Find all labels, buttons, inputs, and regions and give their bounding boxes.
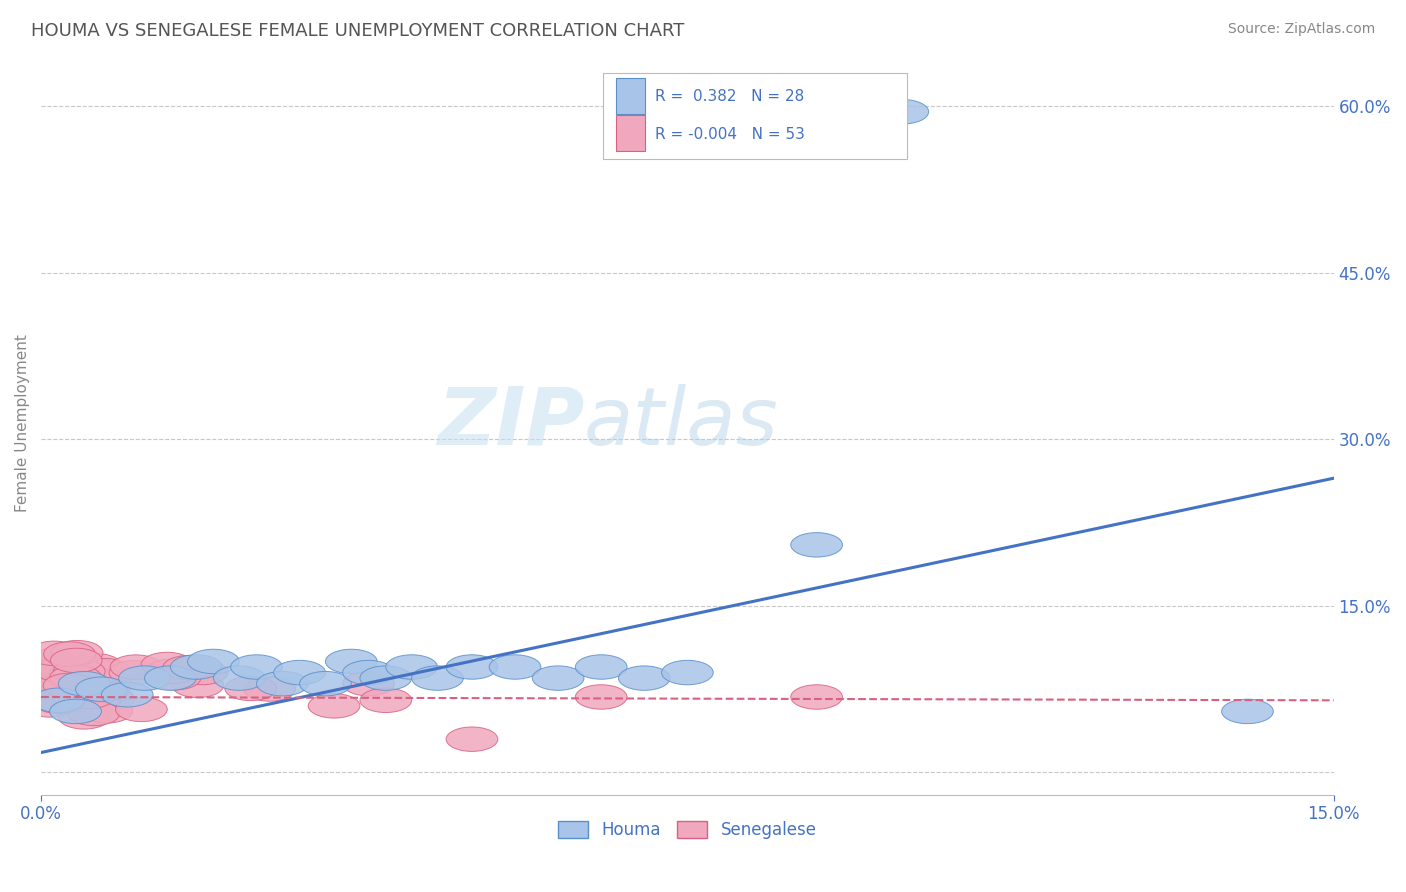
Ellipse shape xyxy=(79,677,129,701)
Ellipse shape xyxy=(80,670,131,694)
Ellipse shape xyxy=(67,701,120,726)
Ellipse shape xyxy=(49,699,101,723)
Bar xyxy=(616,115,645,151)
Ellipse shape xyxy=(24,693,76,717)
Ellipse shape xyxy=(343,672,395,696)
Ellipse shape xyxy=(575,655,627,679)
Ellipse shape xyxy=(187,649,239,673)
Ellipse shape xyxy=(274,660,325,685)
Ellipse shape xyxy=(32,688,84,713)
Ellipse shape xyxy=(533,666,583,690)
Ellipse shape xyxy=(83,686,135,711)
Ellipse shape xyxy=(214,666,266,690)
Ellipse shape xyxy=(790,533,842,558)
Ellipse shape xyxy=(343,660,395,685)
Ellipse shape xyxy=(385,655,437,679)
Bar xyxy=(616,78,645,114)
Ellipse shape xyxy=(141,652,193,677)
Ellipse shape xyxy=(49,665,101,690)
Ellipse shape xyxy=(51,648,103,673)
Ellipse shape xyxy=(44,641,96,666)
Ellipse shape xyxy=(110,655,162,680)
Ellipse shape xyxy=(146,659,197,683)
Ellipse shape xyxy=(55,674,105,699)
Ellipse shape xyxy=(619,666,671,690)
Ellipse shape xyxy=(143,659,194,684)
Ellipse shape xyxy=(360,666,412,690)
Ellipse shape xyxy=(49,663,100,687)
Ellipse shape xyxy=(59,705,110,729)
Text: ZIP: ZIP xyxy=(437,384,583,462)
Ellipse shape xyxy=(110,660,160,685)
Ellipse shape xyxy=(299,672,352,696)
Ellipse shape xyxy=(163,656,215,680)
Ellipse shape xyxy=(149,665,201,690)
Ellipse shape xyxy=(72,677,124,702)
Ellipse shape xyxy=(79,658,129,682)
Ellipse shape xyxy=(575,685,627,709)
Ellipse shape xyxy=(489,655,541,679)
Ellipse shape xyxy=(70,654,122,678)
Ellipse shape xyxy=(82,698,132,723)
Ellipse shape xyxy=(35,657,86,681)
Ellipse shape xyxy=(34,676,84,701)
Ellipse shape xyxy=(52,681,104,706)
Ellipse shape xyxy=(231,655,283,679)
Ellipse shape xyxy=(21,677,73,701)
Text: R = -0.004   N = 53: R = -0.004 N = 53 xyxy=(655,127,806,142)
Ellipse shape xyxy=(176,660,228,685)
Ellipse shape xyxy=(48,684,100,708)
Ellipse shape xyxy=(24,661,76,685)
Ellipse shape xyxy=(325,649,377,673)
Y-axis label: Female Unemployment: Female Unemployment xyxy=(15,334,30,512)
Ellipse shape xyxy=(38,656,90,680)
Ellipse shape xyxy=(446,655,498,679)
Ellipse shape xyxy=(53,659,105,683)
Ellipse shape xyxy=(63,684,114,708)
Ellipse shape xyxy=(32,690,84,714)
Ellipse shape xyxy=(225,676,277,700)
Ellipse shape xyxy=(24,648,76,673)
Ellipse shape xyxy=(360,688,412,713)
Ellipse shape xyxy=(55,670,107,694)
Ellipse shape xyxy=(52,674,104,698)
FancyBboxPatch shape xyxy=(603,73,907,159)
Ellipse shape xyxy=(76,677,128,701)
Ellipse shape xyxy=(877,100,928,124)
Ellipse shape xyxy=(44,673,96,698)
Ellipse shape xyxy=(37,680,89,705)
Ellipse shape xyxy=(256,672,308,696)
Ellipse shape xyxy=(170,655,222,679)
Ellipse shape xyxy=(412,666,464,690)
Ellipse shape xyxy=(51,640,103,665)
Legend: Houma, Senegalese: Houma, Senegalese xyxy=(551,814,824,846)
Ellipse shape xyxy=(115,698,167,722)
Ellipse shape xyxy=(172,673,224,698)
Text: atlas: atlas xyxy=(583,384,779,462)
Text: Source: ZipAtlas.com: Source: ZipAtlas.com xyxy=(1227,22,1375,37)
Ellipse shape xyxy=(790,685,842,709)
Ellipse shape xyxy=(63,657,115,681)
Ellipse shape xyxy=(118,666,170,690)
Ellipse shape xyxy=(308,694,360,718)
Ellipse shape xyxy=(243,677,295,701)
Text: HOUMA VS SENEGALESE FEMALE UNEMPLOYMENT CORRELATION CHART: HOUMA VS SENEGALESE FEMALE UNEMPLOYMENT … xyxy=(31,22,685,40)
Text: R =  0.382   N = 28: R = 0.382 N = 28 xyxy=(655,89,804,104)
Ellipse shape xyxy=(28,641,80,665)
Ellipse shape xyxy=(44,644,96,669)
Ellipse shape xyxy=(145,666,197,690)
Ellipse shape xyxy=(662,660,713,685)
Ellipse shape xyxy=(66,666,118,691)
Ellipse shape xyxy=(446,727,498,751)
Ellipse shape xyxy=(101,682,153,707)
Ellipse shape xyxy=(58,672,110,696)
Ellipse shape xyxy=(1222,699,1274,723)
